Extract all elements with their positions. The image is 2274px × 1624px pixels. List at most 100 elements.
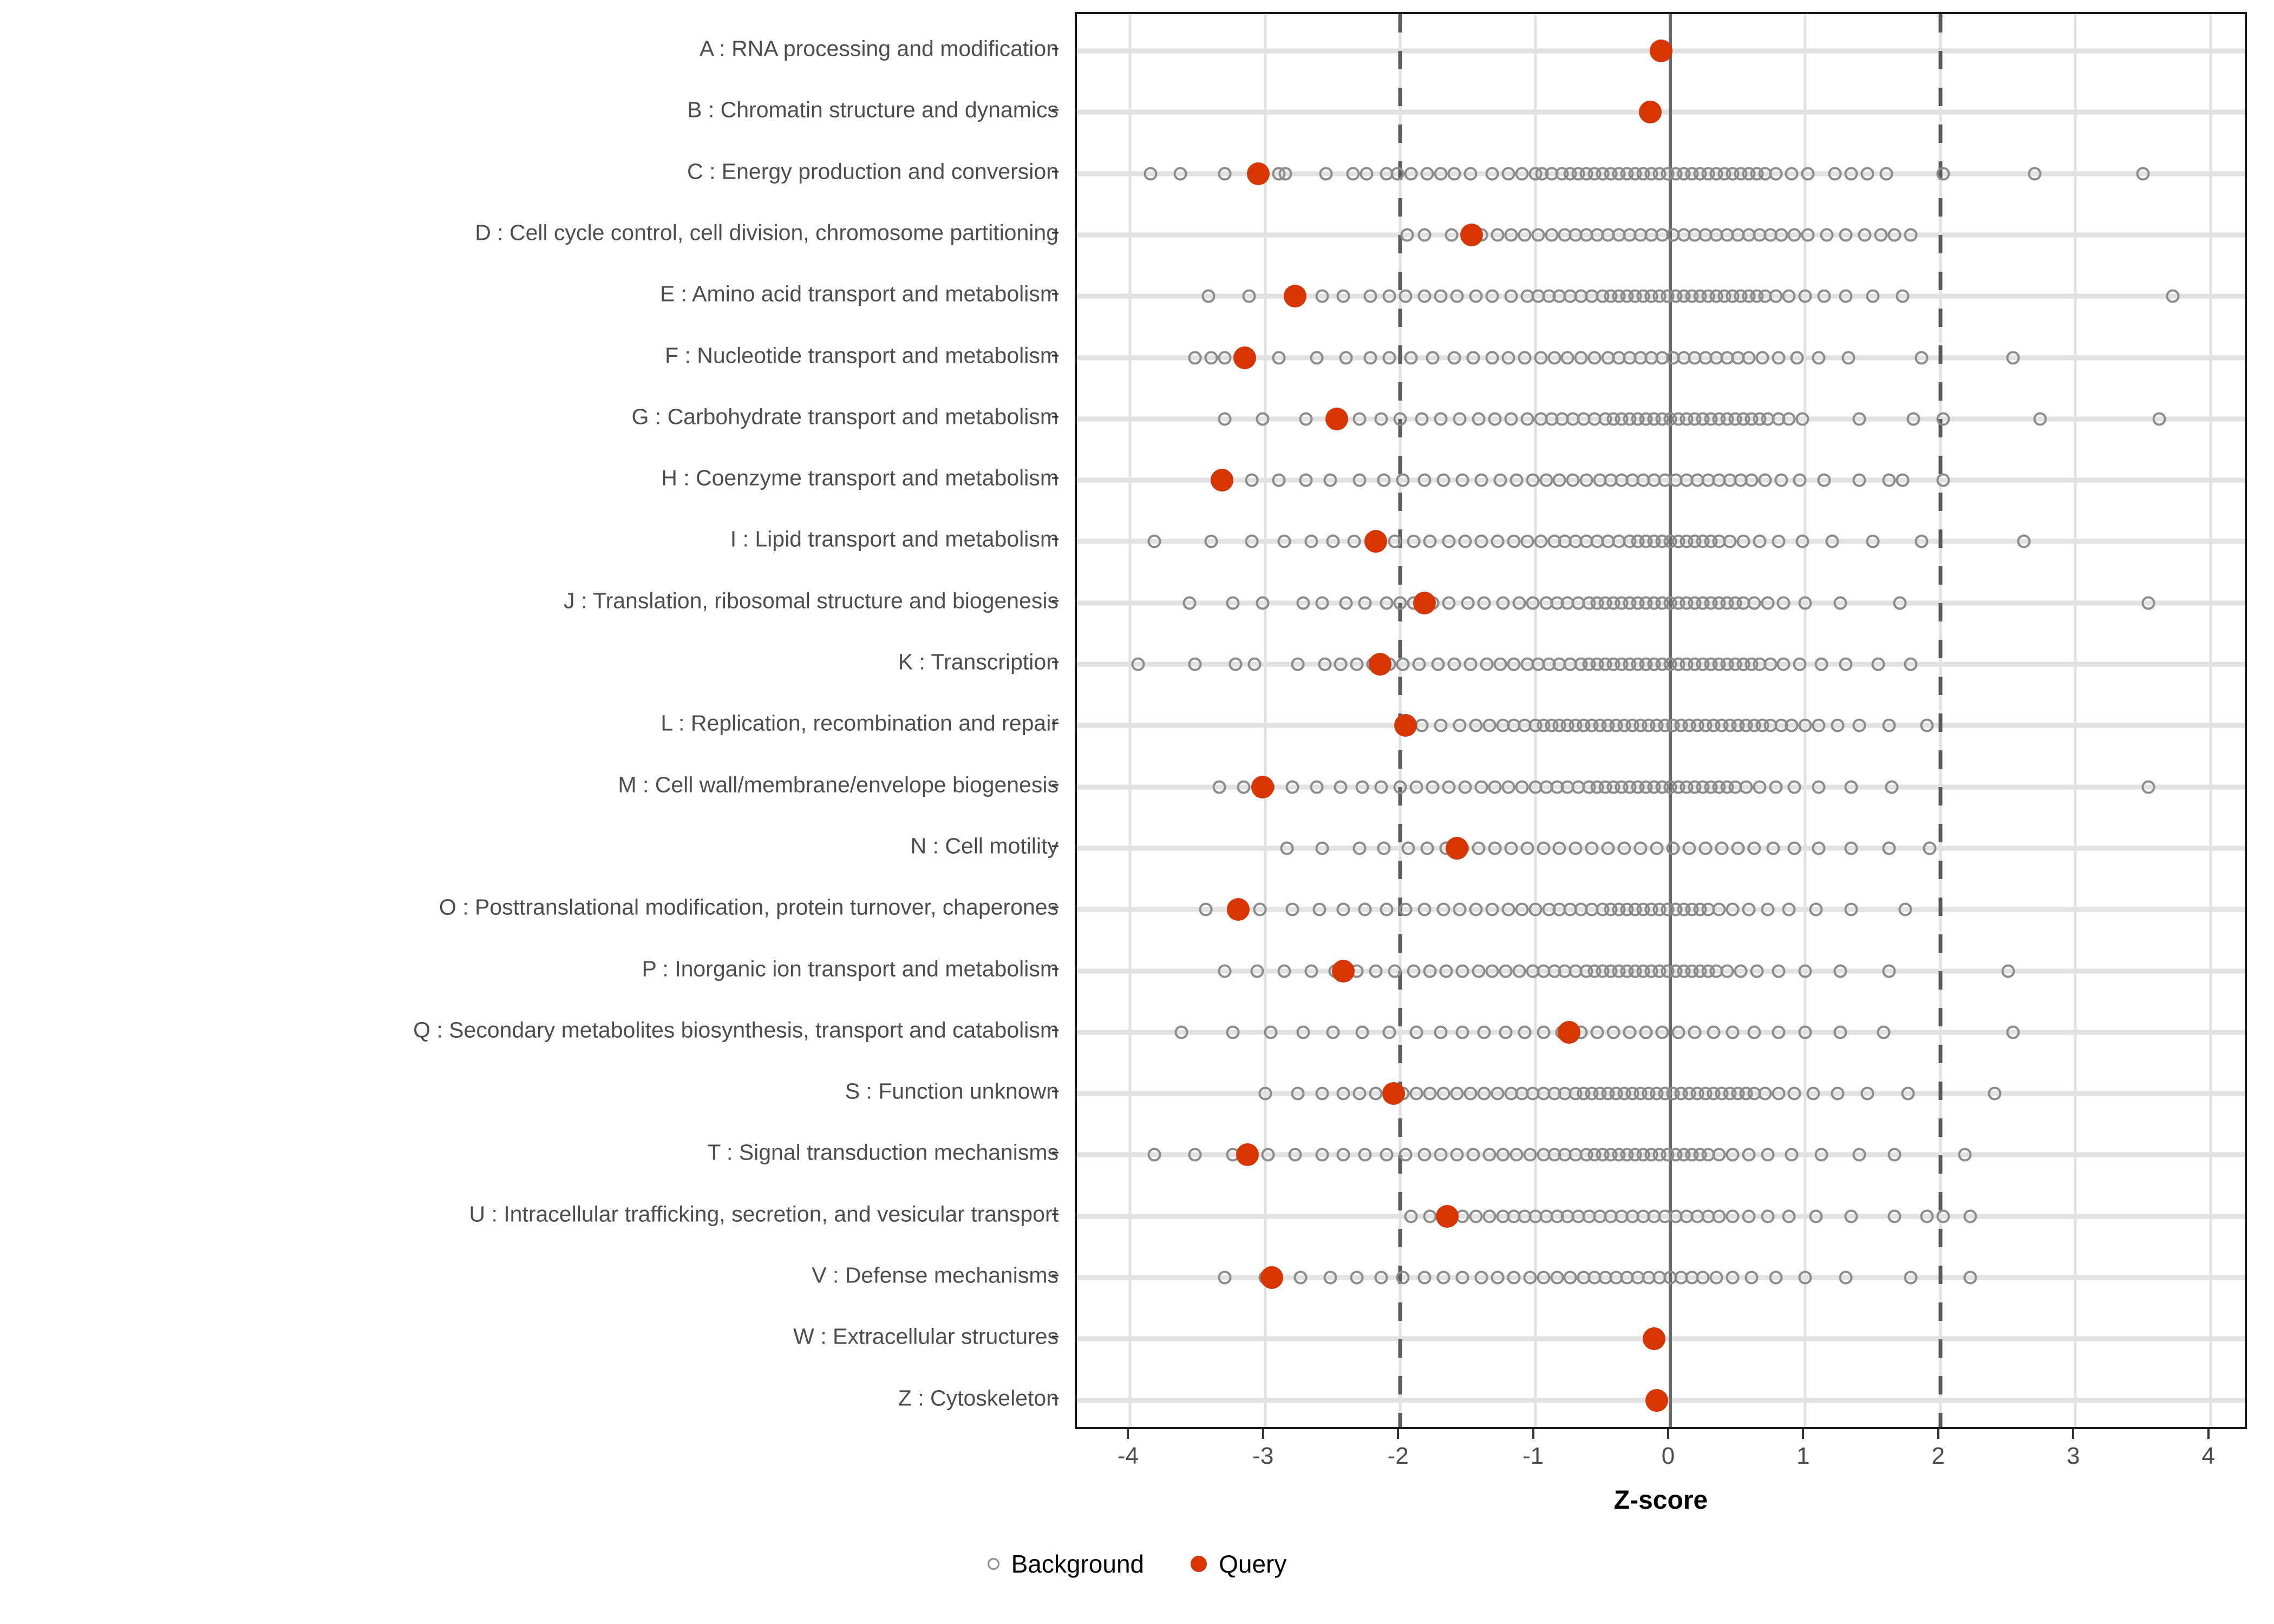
background-point	[1809, 1209, 1823, 1223]
background-point	[1774, 473, 1788, 487]
background-point	[1539, 473, 1553, 487]
background-point	[1809, 902, 1823, 916]
query-point[interactable]	[1226, 898, 1250, 921]
background-point	[1742, 351, 1756, 364]
background-point	[1552, 841, 1566, 855]
query-point[interactable]	[1364, 530, 1388, 553]
query-point[interactable]	[1332, 959, 1355, 983]
background-point	[1291, 657, 1305, 671]
query-point[interactable]	[1413, 591, 1436, 614]
background-point	[1585, 841, 1599, 855]
background-point	[1399, 1148, 1413, 1162]
background-point	[1882, 964, 1896, 978]
query-point[interactable]	[1382, 1082, 1405, 1105]
y-axis-tick-label: H : Coenzyme transport and metabolism	[661, 465, 1058, 490]
background-point	[1814, 657, 1828, 671]
query-point[interactable]	[1260, 1266, 1284, 1289]
background-point	[1817, 289, 1831, 303]
legend-item-background[interactable]: Background	[987, 1549, 1144, 1579]
x-axis-title: Z-score	[1613, 1486, 1708, 1515]
query-point[interactable]	[1649, 40, 1672, 62]
background-point	[1400, 228, 1414, 242]
background-point	[1258, 1086, 1272, 1101]
background-point	[1229, 657, 1243, 671]
background-point	[1469, 718, 1483, 732]
background-point	[1739, 780, 1753, 794]
background-point	[1336, 902, 1350, 916]
background-point	[1488, 780, 1502, 794]
background-point	[1528, 902, 1543, 916]
background-point	[1463, 657, 1478, 671]
y-axis-tick-label: U : Intracellular trafficking, secretion…	[469, 1201, 1058, 1227]
query-point[interactable]	[1643, 1327, 1666, 1351]
query-point[interactable]	[1233, 346, 1257, 369]
background-point	[1377, 473, 1391, 487]
background-point	[1887, 1209, 1901, 1223]
background-point	[1512, 596, 1526, 610]
background-point	[1393, 780, 1407, 794]
y-axis-tick-label: C : Energy production and conversion	[687, 159, 1058, 184]
query-point[interactable]	[1460, 223, 1484, 246]
y-axis-tick-mark	[1052, 1335, 1058, 1338]
background-point	[1696, 1271, 1710, 1285]
legend-item-query[interactable]: Query	[1191, 1549, 1286, 1579]
x-gridline	[1128, 14, 1132, 1427]
background-point	[1396, 657, 1410, 671]
background-point	[1472, 964, 1486, 978]
query-point[interactable]	[1210, 469, 1233, 492]
background-point	[1442, 534, 1456, 548]
background-point	[1355, 780, 1369, 794]
query-point[interactable]	[1236, 1143, 1259, 1167]
background-point	[1828, 167, 1842, 181]
background-point	[1218, 167, 1232, 181]
background-point	[1434, 1025, 1448, 1039]
background-point	[1936, 1209, 1950, 1223]
background-point	[1526, 473, 1540, 487]
query-point[interactable]	[1394, 714, 1417, 737]
background-point	[1512, 964, 1526, 978]
background-point	[1299, 473, 1313, 487]
background-point	[1520, 534, 1534, 548]
background-point	[1417, 473, 1432, 487]
query-point[interactable]	[1325, 407, 1348, 430]
background-point	[1798, 964, 1812, 978]
background-point	[1712, 1148, 1726, 1162]
query-point[interactable]	[1247, 162, 1270, 185]
background-point	[1793, 657, 1807, 671]
background-point	[1461, 596, 1475, 610]
background-point	[1747, 841, 1761, 855]
background-point	[1698, 841, 1713, 855]
query-point[interactable]	[1251, 775, 1274, 798]
background-point	[1352, 1086, 1367, 1101]
background-point	[1204, 534, 1218, 548]
background-point	[1442, 780, 1456, 794]
query-point[interactable]	[1368, 653, 1391, 676]
query-point[interactable]	[1436, 1204, 1459, 1228]
background-point	[1447, 351, 1461, 364]
background-point	[1707, 1025, 1721, 1039]
background-point	[2028, 167, 2042, 181]
query-point[interactable]	[1557, 1020, 1580, 1044]
query-point[interactable]	[1283, 285, 1306, 308]
background-point	[1323, 473, 1337, 487]
background-point	[1472, 412, 1486, 426]
background-point	[1518, 1025, 1532, 1039]
background-point	[1256, 596, 1270, 610]
background-point	[1501, 780, 1515, 794]
background-point	[1617, 841, 1631, 855]
background-point	[1806, 1086, 1820, 1101]
background-point	[1358, 1148, 1372, 1162]
background-point	[1499, 964, 1513, 978]
background-point	[1296, 596, 1310, 610]
background-point	[1560, 351, 1574, 364]
query-point[interactable]	[1638, 101, 1662, 124]
background-point	[1423, 1209, 1437, 1223]
background-point	[1772, 1086, 1786, 1101]
background-point	[1323, 1271, 1337, 1285]
background-point	[1409, 1025, 1423, 1039]
x-axis: -4 -3 -2 -1 0 1 2 3 4	[1075, 1429, 2247, 1494]
x-gridline	[2209, 14, 2212, 1427]
query-point[interactable]	[1645, 1389, 1669, 1412]
background-point	[1812, 780, 1826, 794]
query-point[interactable]	[1445, 836, 1468, 860]
